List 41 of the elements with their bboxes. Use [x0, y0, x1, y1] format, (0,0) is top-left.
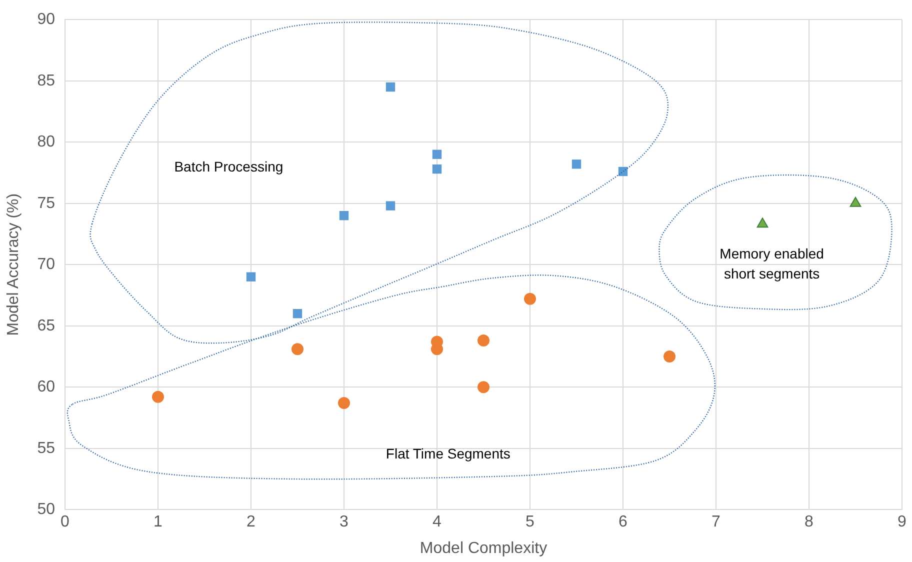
x-tick-label: 8	[804, 514, 814, 531]
point	[152, 390, 164, 403]
x-tick-label: 5	[526, 514, 535, 531]
x-tick-label: 0	[60, 514, 70, 531]
annotation: Memory enabled short segments	[720, 245, 824, 282]
point	[292, 309, 302, 318]
point	[339, 211, 349, 220]
x-tick-label: 1	[154, 514, 163, 531]
y-tick-label: 65	[37, 317, 56, 334]
y-tick-label: 50	[37, 501, 56, 518]
y-tick-label: 80	[37, 134, 56, 151]
y-axis-title: Model Accuracy (%)	[5, 193, 22, 336]
y-tick-label: 90	[37, 11, 56, 28]
annotation: Batch Processing	[174, 158, 284, 175]
point	[478, 381, 490, 394]
point	[572, 160, 582, 169]
point	[292, 343, 304, 356]
point	[618, 166, 628, 176]
x-tick-label: 9	[898, 514, 907, 531]
point	[524, 292, 536, 305]
annotation: Flat Time Segments	[386, 445, 510, 462]
point	[338, 397, 350, 410]
point	[478, 334, 490, 347]
x-axis-title: Model Complexity	[420, 540, 548, 557]
point	[432, 164, 442, 174]
y-tick-label: 55	[37, 440, 56, 457]
y-tick-label: 60	[37, 378, 56, 396]
x-tick-label: 2	[246, 514, 256, 531]
point	[756, 218, 768, 228]
y-tick-label: 70	[37, 256, 56, 274]
point	[432, 150, 442, 159]
point	[664, 350, 676, 362]
y-tick-label: 75	[37, 194, 56, 212]
point	[386, 201, 396, 210]
point	[386, 82, 396, 92]
x-tick-label: 4	[432, 514, 442, 531]
x-tick-label: 3	[340, 514, 349, 531]
point	[246, 272, 256, 282]
y-tick-label: 85	[37, 72, 56, 90]
x-tick-label: 6	[618, 514, 628, 531]
x-tick-label: 7	[712, 514, 721, 531]
